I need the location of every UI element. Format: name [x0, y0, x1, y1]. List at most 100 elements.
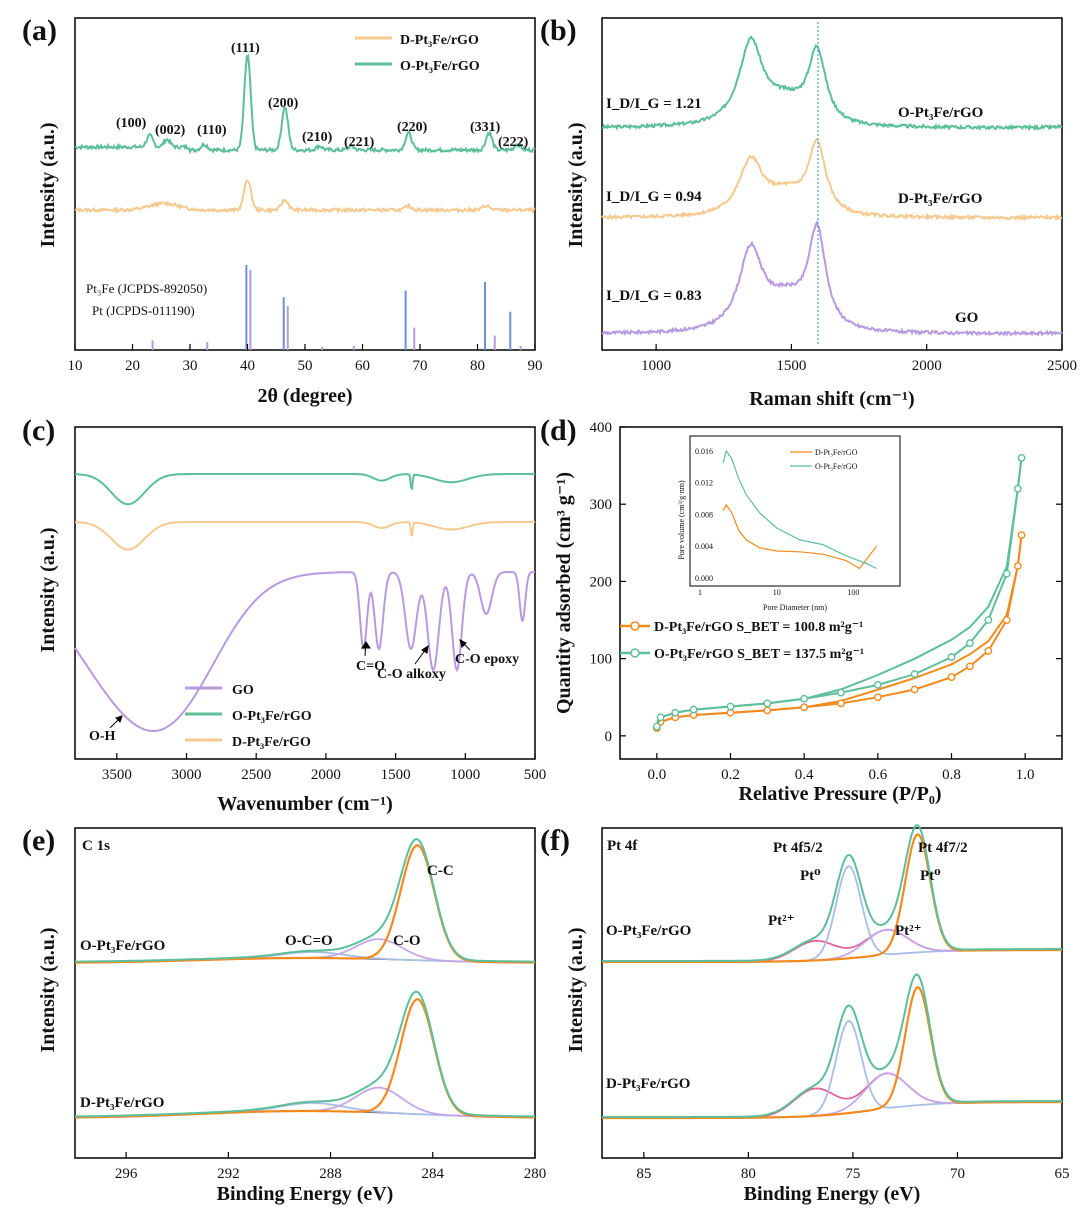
inset-y-tick-label: 0.012 — [695, 479, 713, 488]
c1s-label-d: D-Pt₃Fe/rGO — [80, 1095, 164, 1111]
panel-f-letter: (f) — [540, 824, 570, 857]
y-tick-label: 300 — [590, 497, 613, 513]
panel-c-frame — [74, 426, 536, 760]
legend-marker-d — [630, 621, 640, 631]
panel-b-frame — [601, 17, 1063, 351]
x-tick-label: 1500 — [776, 358, 806, 374]
ftir-o-pt3fe-curve — [75, 473, 535, 506]
label-c-o: C-O — [393, 933, 421, 949]
hkl-220: (220) — [397, 120, 428, 135]
xps-c1s-curves — [75, 838, 535, 1119]
pt4f-envelope — [602, 824, 1062, 962]
isotherm-point — [837, 699, 845, 708]
ratio-o: I_D/I_G = 1.21 — [606, 96, 702, 112]
legend-label-o: O-Pt₃Fe/rGO — [232, 709, 312, 724]
inset-x-tick-label: 100 — [847, 588, 859, 597]
label-pt4f52: Pt 4f5/2 — [773, 840, 823, 856]
panel-f-frame — [601, 827, 1063, 1159]
x-tick-label: 284 — [422, 1166, 445, 1182]
ftir-go-curve — [74, 571, 535, 732]
isotherm-point — [652, 722, 661, 731]
x-tick-label: 2000 — [912, 358, 942, 374]
panel-b-ylabel: Intensity (a.u.) — [565, 122, 587, 247]
ftir-d-pt3fe-curve — [75, 521, 535, 551]
panel-d-xlabel: Relative Pressure (P/P₀) — [739, 783, 942, 805]
panel-b: (b) 1000 1500 2000 2500 Raman shift (cm⁻¹) … — [540, 14, 1077, 410]
isotherm-point — [1017, 531, 1026, 539]
annot-o-h: O-H — [89, 729, 116, 744]
panel-e: (e) C 1s 296 292 288 284 280 Binding Energy … — [22, 824, 546, 1205]
panel-a-x-ticks: 10 20 30 40 50 60 70 80 90 — [68, 344, 543, 374]
x-tick-label: 3500 — [102, 767, 132, 783]
y-tick-label: 400 — [590, 420, 613, 436]
x-tick-label: 0.2 — [721, 767, 740, 783]
panel-e-letter: (e) — [22, 824, 55, 857]
isotherm-point — [966, 662, 974, 671]
panel-b-letter: (b) — [540, 14, 577, 47]
pt4f-label-d: D-Pt₃Fe/rGO — [606, 1076, 690, 1092]
inset-frame — [689, 435, 901, 587]
xrd-o-pt3fe-curve — [74, 53, 536, 155]
hkl-210: (210) — [302, 130, 333, 145]
inset-xlabel: Pore Diameter (nm) — [763, 603, 827, 612]
pt4f-envelope — [602, 973, 1062, 1118]
ratio-d: I_D/I_G = 0.94 — [606, 189, 702, 205]
isotherm-point — [726, 702, 735, 711]
pt4f-pt0-52-component — [602, 865, 1062, 963]
xps-pt4f-curves — [602, 824, 1062, 1120]
legend-label-o: O-Pt₃Fe/rGO S_BET = 137.5 m²g⁻¹ — [654, 647, 864, 662]
isotherm-point — [1002, 569, 1011, 578]
raman-label-d: D-Pt₃Fe/rGO — [898, 191, 982, 207]
panel-d-ylabel: Quantity adsorbed (cm³ g⁻¹) — [553, 472, 575, 714]
label-pt0-right: Pt⁰ — [920, 868, 941, 884]
isotherm-point — [800, 694, 809, 703]
hkl-222: (222) — [498, 135, 529, 150]
x-tick-label: 10 — [68, 358, 83, 374]
inset-y-tick-label: 0.016 — [695, 447, 713, 456]
x-tick-label: 296 — [115, 1166, 138, 1182]
legend-label-o: O-Pt₃Fe/rGO — [400, 59, 480, 74]
hkl-331: (331) — [470, 120, 501, 135]
hkl-200: (200) — [268, 96, 299, 111]
hkl-221: (221) — [344, 135, 375, 150]
x-tick-label: 280 — [524, 1166, 547, 1182]
inset-y-tick-label: 0.008 — [695, 510, 713, 519]
inset-ticks: 0.000 0.004 0.008 0.012 0.016 1 10 100 — [695, 447, 859, 597]
xrd-reference-sticks — [151, 265, 522, 350]
inset-curves — [722, 449, 877, 570]
panel-a: (a) 10 20 30 40 50 60 70 80 90 2θ (degree) Inten… — [22, 14, 543, 407]
x-tick-label: 30 — [183, 358, 198, 374]
x-tick-label: 70 — [950, 1166, 965, 1182]
panel-c-x-ticks: 3500 3000 2500 2000 1500 1000 500 — [102, 753, 546, 783]
panel-d-frame — [619, 426, 1063, 760]
x-tick-label: 2000 — [311, 767, 341, 783]
x-tick-label: 1000 — [450, 767, 480, 783]
raman-o-pt3fe-curve — [601, 35, 1063, 132]
label-pt4f72: Pt 4f7/2 — [918, 840, 968, 856]
hkl-100: (100) — [116, 116, 147, 131]
pt4f-label-o: O-Pt₃Fe/rGO — [606, 923, 691, 939]
panel-f-xlabel: Binding Energy (eV) — [744, 1183, 921, 1205]
annot-c-o-alkoxy: C-O alkoxy — [377, 667, 446, 682]
x-tick-label: 80 — [741, 1166, 756, 1182]
inset-ylabel: Pore volume (cm³/g·nm) — [677, 480, 686, 560]
inset-legend-d: D-Pt₃Fe/rGO — [815, 448, 858, 457]
inset-y-tick-label: 0.004 — [695, 542, 713, 551]
panel-a-letter: (a) — [22, 14, 57, 47]
panel-e-x-ticks: 296 292 288 284 280 — [115, 1152, 546, 1182]
isotherm-point — [763, 706, 772, 715]
x-tick-label: 60 — [355, 358, 370, 374]
isotherm-point — [1017, 453, 1026, 462]
x-tick-label: 500 — [524, 767, 547, 783]
x-tick-label: 292 — [217, 1166, 240, 1182]
ref-label-pt3fe: Pt₃Fe (JCPDS-892050) — [86, 281, 207, 296]
panel-e-xlabel: Binding Energy (eV) — [217, 1183, 394, 1205]
annotation-arrows — [109, 639, 471, 729]
x-tick-label: 0.8 — [942, 767, 961, 783]
isotherm-point — [726, 708, 735, 717]
panel-a-xlabel: 2θ (degree) — [257, 385, 352, 407]
panel-a-ylabel: Intensity (a.u.) — [37, 122, 59, 247]
panel-c-xlabel: Wavenumber (cm⁻¹) — [217, 793, 393, 815]
panel-c: (c) 3500 3000 2500 2000 1500 1000 500 Wavenumb… — [22, 414, 546, 815]
x-tick-label: 80 — [470, 358, 485, 374]
